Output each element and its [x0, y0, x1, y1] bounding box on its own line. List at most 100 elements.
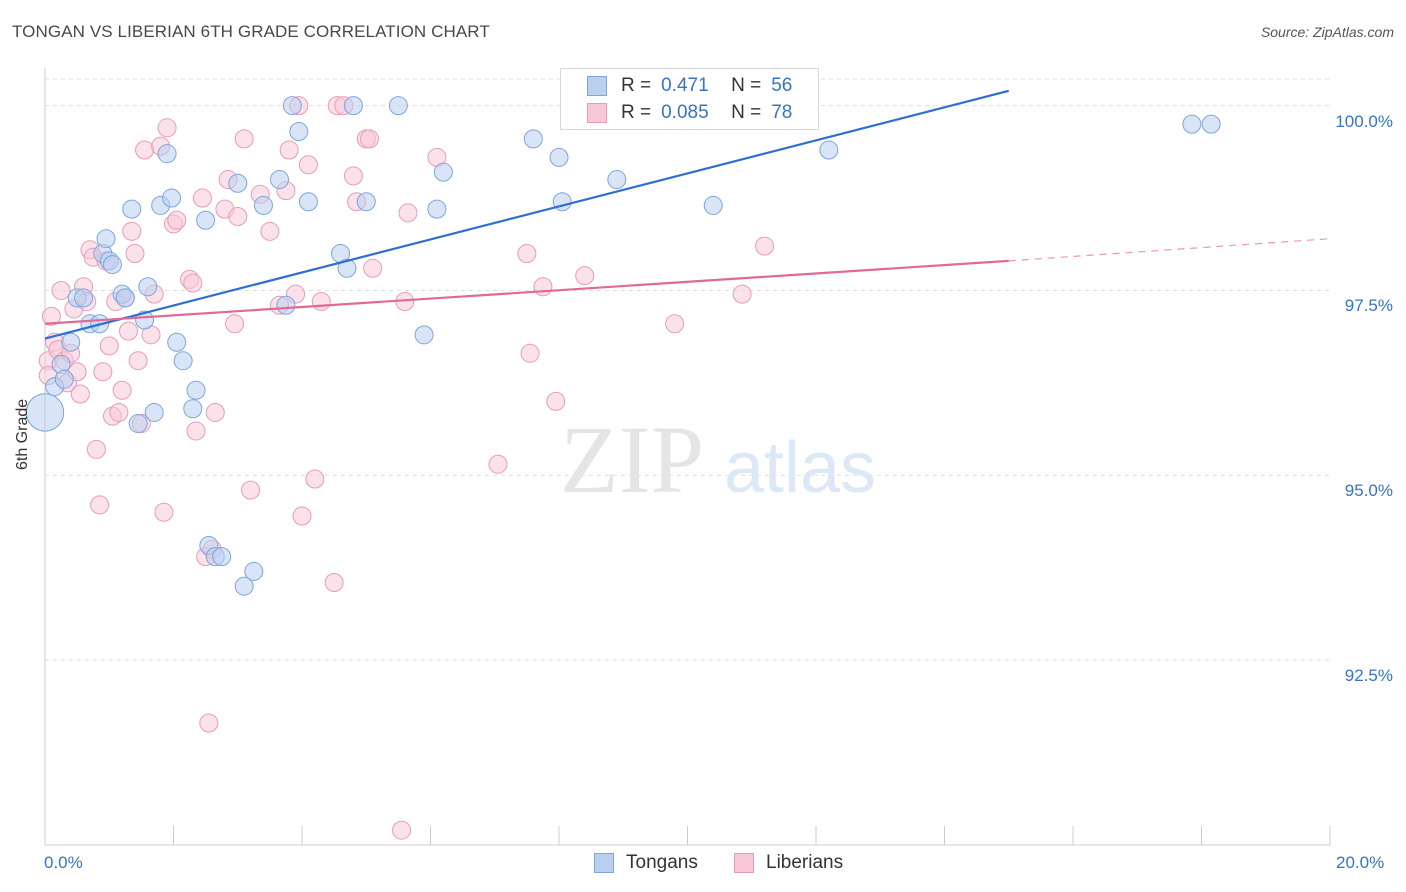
liberians-point-38 — [167, 210, 187, 230]
liberians-point-46 — [205, 402, 225, 422]
watermark: ZIP atlas — [560, 406, 876, 513]
tongans-n-value: 56 — [771, 75, 793, 96]
liberians-point-28 — [125, 243, 145, 263]
tongans-swatch — [587, 76, 607, 96]
tongans-point-39 — [298, 192, 318, 212]
liberians-r-value: 0.085 — [661, 102, 709, 123]
legend-item-liberians[interactable]: Liberians — [734, 852, 843, 874]
tongans-point-46 — [427, 199, 447, 219]
y-tick-label-3: 100.0% — [1335, 111, 1393, 131]
liberians-point-51 — [234, 129, 254, 149]
liberians-point-54 — [260, 221, 280, 241]
tongans-point-45 — [414, 325, 434, 345]
tongans-point-16 — [128, 414, 148, 434]
liberians-point-60 — [292, 506, 312, 526]
tongans-points — [25, 96, 1221, 596]
liberians-point-27 — [122, 221, 142, 241]
liberians-point-71 — [363, 258, 383, 278]
tongans-r-value: 0.471 — [661, 75, 709, 96]
liberians-point-26 — [119, 321, 139, 341]
tongans-point-0 — [25, 393, 65, 432]
tongans-point-18 — [138, 277, 158, 297]
legend-item-tongans[interactable]: Tongans — [594, 852, 698, 874]
x-tick-label-1: 20.0% — [1336, 853, 1385, 872]
liberians-point-23 — [109, 402, 129, 422]
tongans-point-26 — [186, 380, 206, 400]
tongans-point-43 — [356, 192, 376, 212]
liberians-point-17 — [90, 495, 110, 515]
tongans-trend-line — [44, 89, 1010, 340]
liberians-point-67 — [343, 166, 363, 186]
liberians-point-79 — [546, 391, 566, 411]
liberians-point-62 — [305, 469, 325, 489]
liberians-point-11 — [70, 384, 90, 404]
liberians-point-84 — [392, 820, 412, 840]
y-tick-label-2: 97.5% — [1344, 296, 1393, 316]
tongans-point-48 — [523, 129, 543, 149]
tongans-point-22 — [162, 188, 182, 208]
liberians-point-63 — [311, 292, 331, 312]
tongans-point-51 — [607, 170, 627, 190]
liberians-point-75 — [488, 454, 508, 474]
tongans-point-47 — [433, 162, 453, 182]
tongans-point-23 — [167, 332, 187, 352]
tongans-point-37 — [282, 96, 302, 116]
trend-lines — [44, 89, 1331, 340]
tongans-point-52 — [703, 195, 723, 215]
correlation-legend: R = 0.471 N = 56 R = 0.085 N = 78 — [560, 68, 819, 130]
liberians-point-80 — [575, 266, 595, 286]
series-legend: Tongans Liberians — [0, 852, 1406, 878]
legend-row-liberians: R = 0.085 N = 78 — [561, 100, 792, 126]
liberians-point-70 — [359, 129, 379, 149]
liberians-point-44 — [199, 713, 219, 733]
tongans-point-14 — [115, 288, 135, 308]
tongans-point-31 — [228, 173, 248, 193]
liberians-point-64 — [324, 573, 344, 593]
tongans-point-53 — [819, 140, 839, 160]
y-tick-label-0: 92.5% — [1344, 666, 1393, 686]
tongans-point-35 — [270, 170, 290, 190]
liberians-point-18 — [93, 362, 113, 382]
y-tick-label-1: 95.0% — [1344, 481, 1393, 501]
y-axis-title: 6th Grade — [14, 398, 31, 470]
tongans-point-38 — [289, 121, 309, 141]
tongans-point-33 — [244, 561, 264, 581]
liberians-point-36 — [157, 118, 177, 138]
watermark-zip: ZIP — [560, 406, 704, 513]
tongans-point-49 — [549, 147, 569, 167]
liberians-n-value: 78 — [771, 102, 793, 123]
tongans-point-27 — [196, 210, 216, 230]
tongans-point-4 — [61, 332, 81, 352]
liberians-trend-extension — [1008, 238, 1331, 262]
watermark-atlas: atlas — [724, 428, 876, 508]
liberians-point-50 — [228, 207, 248, 227]
liberians-point-78 — [533, 277, 553, 297]
liberians-point-76 — [517, 243, 537, 263]
tongans-point-54 — [1182, 114, 1202, 134]
tongans-point-41 — [337, 258, 357, 278]
tongans-point-17 — [135, 310, 155, 330]
liberians-point-35 — [154, 502, 174, 522]
r-label: R = — [621, 75, 652, 96]
liberians-trend-line — [44, 259, 1009, 325]
tongans-point-19 — [144, 402, 164, 422]
tongans-point-15 — [122, 199, 142, 219]
liberians-point-57 — [279, 140, 299, 160]
liberians-point-31 — [135, 140, 155, 160]
tongans-point-3 — [54, 369, 74, 389]
tongans-point-32 — [234, 576, 254, 596]
liberians-point-73 — [398, 203, 418, 223]
liberians-point-24 — [112, 380, 132, 400]
liberians-point-2 — [41, 306, 61, 326]
tongans-point-12 — [102, 255, 122, 275]
tongans-point-42 — [343, 96, 363, 116]
liberians-point-61 — [298, 155, 318, 175]
tongans-point-24 — [173, 351, 193, 371]
source-credit: Source: ZipAtlas.com — [1260, 24, 1394, 40]
tongans-point-25 — [183, 399, 203, 419]
tongans-point-10 — [96, 229, 116, 249]
chart-title: TONGAN VS LIBERIAN 6TH GRADE CORRELATION… — [12, 22, 490, 41]
liberians-legend-label: Liberians — [766, 852, 844, 873]
liberians-legend-swatch — [734, 853, 754, 873]
